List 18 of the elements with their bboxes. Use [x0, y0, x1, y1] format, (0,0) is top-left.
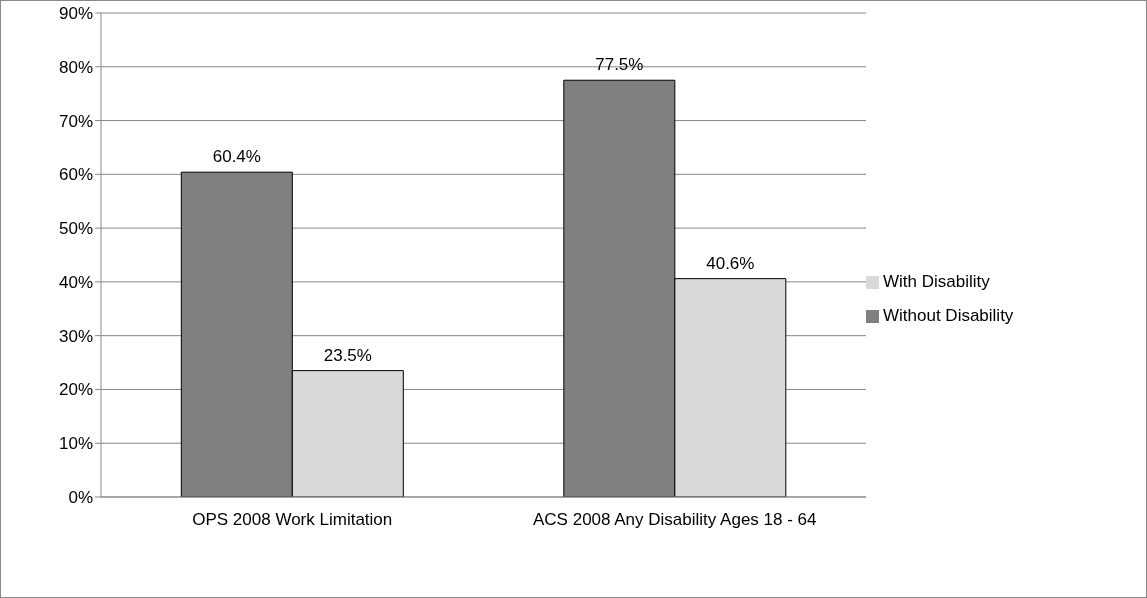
y-tick-label: 10%	[58, 434, 93, 454]
data-label: 23.5%	[323, 345, 372, 365]
data-label: 77.5%	[595, 55, 644, 75]
data-label: 40.6%	[706, 253, 755, 273]
y-tick-label: 30%	[58, 326, 93, 346]
y-tick-label: 40%	[58, 272, 93, 292]
y-tick-label: 80%	[58, 57, 93, 77]
x-tick-label: OPS 2008 Work Limitation	[192, 510, 393, 530]
legend-label: With Disability	[883, 272, 990, 291]
x-tick-label: ACS 2008 Any Disability Ages 18 - 64	[533, 510, 817, 530]
y-tick-label: 0%	[68, 488, 93, 508]
y-tick-label: 90%	[58, 4, 93, 24]
legend-label: Without Disability	[883, 306, 1014, 325]
y-tick-label: 70%	[58, 111, 93, 131]
y-tick-label: 20%	[58, 380, 93, 400]
y-tick-label: 60%	[58, 165, 93, 185]
y-tick-label: 50%	[58, 219, 93, 239]
data-label: 60.4%	[212, 147, 261, 167]
